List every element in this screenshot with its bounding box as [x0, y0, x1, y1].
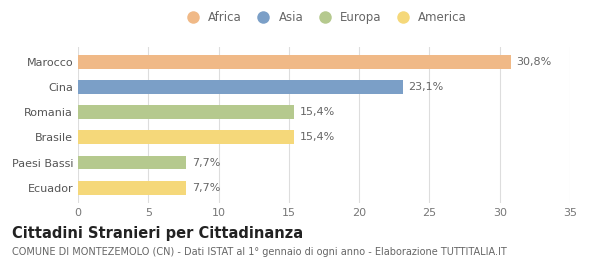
Text: 7,7%: 7,7%: [192, 183, 220, 193]
Text: 15,4%: 15,4%: [300, 107, 335, 117]
Bar: [78, 105, 295, 119]
Text: 15,4%: 15,4%: [300, 132, 335, 142]
Text: COMUNE DI MONTEZEMOLO (CN) - Dati ISTAT al 1° gennaio di ogni anno - Elaborazion: COMUNE DI MONTEZEMOLO (CN) - Dati ISTAT …: [12, 247, 507, 257]
Text: 7,7%: 7,7%: [192, 158, 220, 167]
Text: 30,8%: 30,8%: [517, 57, 552, 67]
Bar: [78, 55, 511, 69]
Text: 23,1%: 23,1%: [409, 82, 443, 92]
Text: Cittadini Stranieri per Cittadinanza: Cittadini Stranieri per Cittadinanza: [12, 226, 303, 241]
Bar: [78, 181, 186, 195]
Bar: [78, 80, 403, 94]
Bar: [78, 131, 295, 144]
Bar: [78, 156, 186, 170]
Legend: Africa, Asia, Europa, America: Africa, Asia, Europa, America: [176, 6, 472, 28]
